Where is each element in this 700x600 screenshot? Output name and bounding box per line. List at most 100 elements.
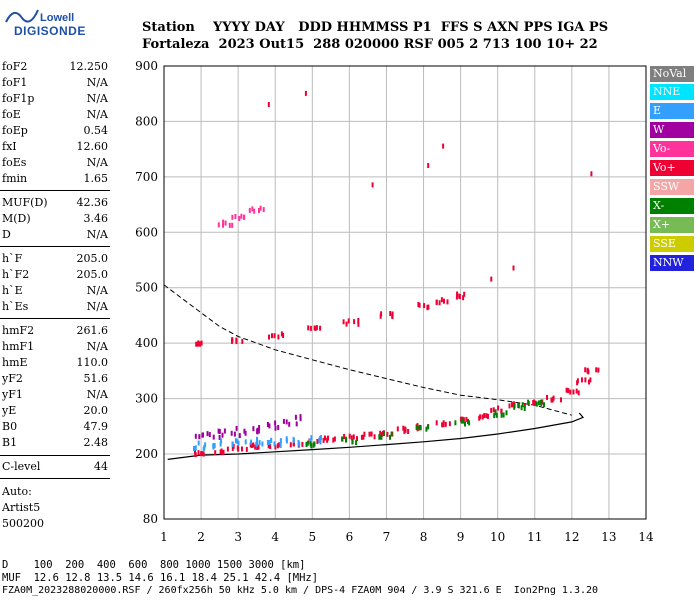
trace-point: [254, 444, 257, 450]
trace-point: [347, 318, 350, 324]
trace-point: [267, 102, 270, 107]
trace-point: [295, 421, 298, 427]
trace-point: [243, 214, 246, 220]
trace-point: [440, 297, 443, 303]
trace-point: [304, 90, 307, 96]
profile-dashed: [163, 284, 572, 416]
trace-point: [493, 413, 496, 419]
trace-point: [448, 421, 451, 427]
trace-point: [224, 220, 227, 226]
trace-point: [404, 426, 407, 432]
trace-point: [391, 311, 394, 317]
x-tick-label: 5: [308, 530, 316, 544]
x-tick-label: 11: [527, 530, 542, 544]
trace-points: [193, 90, 600, 458]
trace-point: [231, 222, 234, 228]
trace-point: [257, 428, 260, 434]
trace-point: [576, 378, 579, 384]
trace-point: [218, 429, 221, 434]
trace-point: [402, 425, 405, 431]
trace-point: [351, 438, 354, 444]
trace-point: [237, 440, 240, 446]
trace-point: [309, 325, 312, 331]
x-tick-label: 14: [638, 530, 654, 544]
trace-point: [268, 334, 270, 340]
trace-point: [494, 410, 497, 416]
trace-point: [435, 420, 438, 426]
trace-point: [221, 432, 224, 438]
trace-point: [279, 443, 282, 448]
trace-point: [266, 440, 269, 445]
x-tick-label: 2: [197, 530, 205, 544]
trace-point: [454, 420, 457, 426]
trace-point: [194, 433, 197, 439]
trace-point: [464, 421, 466, 427]
trace-point: [198, 434, 201, 440]
trace-point: [248, 207, 251, 213]
trace-point: [294, 414, 297, 420]
trace-point: [581, 377, 583, 383]
trace-point: [391, 314, 394, 320]
trace-point: [274, 420, 277, 426]
trace-point: [266, 422, 269, 427]
trace-point: [268, 439, 271, 445]
trace-point: [356, 436, 358, 442]
trace-point: [267, 443, 270, 449]
trace-point: [226, 446, 229, 452]
trace-point: [257, 444, 260, 450]
chart-grid: [163, 65, 647, 520]
trace-point: [345, 321, 348, 327]
x-tick-label: 7: [383, 530, 391, 544]
separator: [0, 190, 110, 191]
trace-point: [206, 431, 209, 437]
trace-point: [230, 430, 233, 436]
trace-point: [222, 222, 224, 228]
trace-point: [208, 432, 211, 438]
trace-point: [481, 414, 484, 420]
trace-point: [310, 435, 313, 441]
profile-curves: [163, 284, 584, 460]
y-tick-label: 200: [135, 447, 158, 461]
trace-point: [442, 422, 445, 428]
trace-point: [238, 216, 241, 221]
trace-point: [567, 388, 570, 394]
trace-point: [217, 428, 220, 434]
trace-point: [560, 397, 562, 403]
trace-point: [285, 419, 288, 425]
trace-point: [276, 443, 279, 449]
trace-point: [551, 397, 554, 403]
trace-point: [535, 401, 538, 407]
trace-point: [244, 439, 247, 445]
trace-point: [237, 446, 240, 452]
trace-point: [310, 443, 313, 449]
trace-point: [250, 443, 253, 448]
x-tick-label: 9: [457, 530, 465, 544]
trace-point: [352, 434, 355, 440]
trace-point: [305, 442, 308, 447]
y-tick-label: 700: [135, 170, 158, 184]
trace-point: [441, 422, 444, 428]
trace-point: [309, 438, 311, 444]
trace-point: [572, 389, 575, 395]
trace-point: [483, 413, 486, 418]
trace-point: [492, 407, 495, 413]
y-tick-label: 300: [135, 392, 158, 406]
param-row: hmE 110.0: [2, 356, 108, 369]
trace-point: [512, 265, 515, 271]
param-row: D N/A: [2, 228, 108, 241]
trace-point: [417, 302, 420, 307]
param-row: h`E N/A: [2, 284, 108, 297]
trace-point: [235, 425, 238, 431]
trace-point: [517, 402, 520, 408]
trace-point: [383, 431, 385, 436]
trace-point: [252, 442, 255, 448]
legend-item-nne: NNE: [650, 84, 694, 100]
trace-point: [345, 437, 347, 443]
logo-wave-icon: [5, 9, 39, 23]
trace-point: [502, 412, 505, 418]
trace-point: [213, 443, 216, 449]
trace-point: [378, 434, 381, 440]
trace-point: [363, 431, 366, 437]
trace-point: [353, 319, 356, 325]
